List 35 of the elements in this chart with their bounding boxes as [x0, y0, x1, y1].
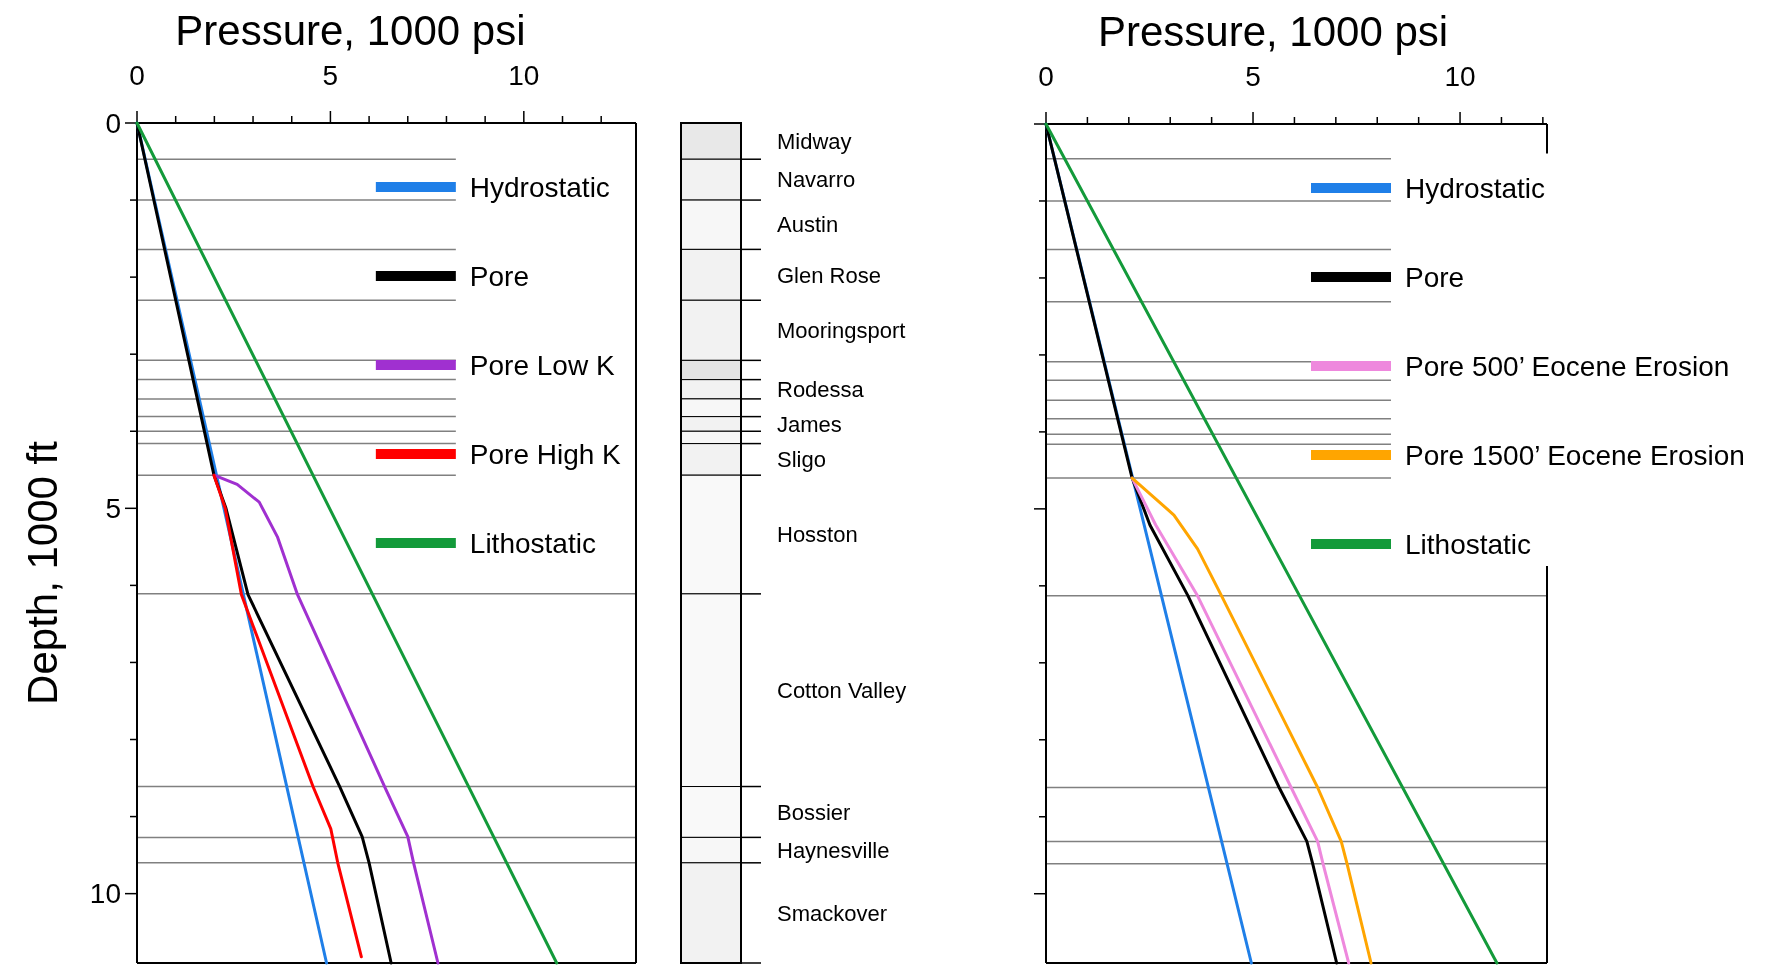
x-tick-label: 10 — [1444, 61, 1476, 92]
x-tick-label: 5 — [1245, 61, 1261, 92]
x-axis-title: Pressure, 1000 psi — [1097, 8, 1449, 55]
x-tick-label: 0 — [129, 60, 145, 91]
series-label: Navarro — [777, 167, 856, 193]
legend-label: Lithostatic — [469, 527, 596, 559]
legend-label: Haynesville — [777, 837, 890, 863]
legend-label: Pore — [469, 260, 529, 292]
legend-label: Lithostatic — [1405, 528, 1532, 560]
y-axis-title: Depth, 1000 ft — [19, 440, 66, 705]
series-label: Cotton Valley — [777, 677, 907, 703]
legend-label: James — [777, 411, 842, 437]
series-label: Smackover — [777, 900, 888, 926]
series-label: Mooringsport — [777, 318, 906, 343]
y-tick-label: 10 — [89, 878, 121, 910]
legend-label: Pore 500’ Eocene Erosion — [1405, 350, 1730, 382]
legend-label: Pore — [1405, 261, 1465, 293]
legend-label: Pore High K — [469, 438, 622, 470]
legend-label: Rodessa — [777, 376, 865, 402]
x-axis-title: Pressure, 1000 psi — [175, 7, 526, 54]
y-tick-label: 5 — [105, 493, 121, 525]
legend-label: Pore 1500’ Eocene Erosion — [1405, 439, 1745, 471]
x-tick-label: 0 — [1038, 61, 1054, 92]
legend-label: Hydrostatic — [1405, 172, 1546, 204]
y-tick-label: 0 — [105, 107, 121, 139]
series-label: Bossier — [777, 799, 851, 825]
series-label: Austin — [777, 212, 839, 238]
x-tick-label: 5 — [322, 60, 339, 91]
series-label: Midway — [777, 128, 852, 154]
legend-label: Hydrostatic — [469, 171, 610, 203]
series-label: Glen Rose — [777, 262, 881, 288]
series-label: Hosston — [777, 522, 858, 548]
series-label: Sligo — [777, 447, 826, 473]
x-tick-label: 10 — [508, 60, 540, 91]
legend-label: Pore Low K — [469, 349, 615, 381]
